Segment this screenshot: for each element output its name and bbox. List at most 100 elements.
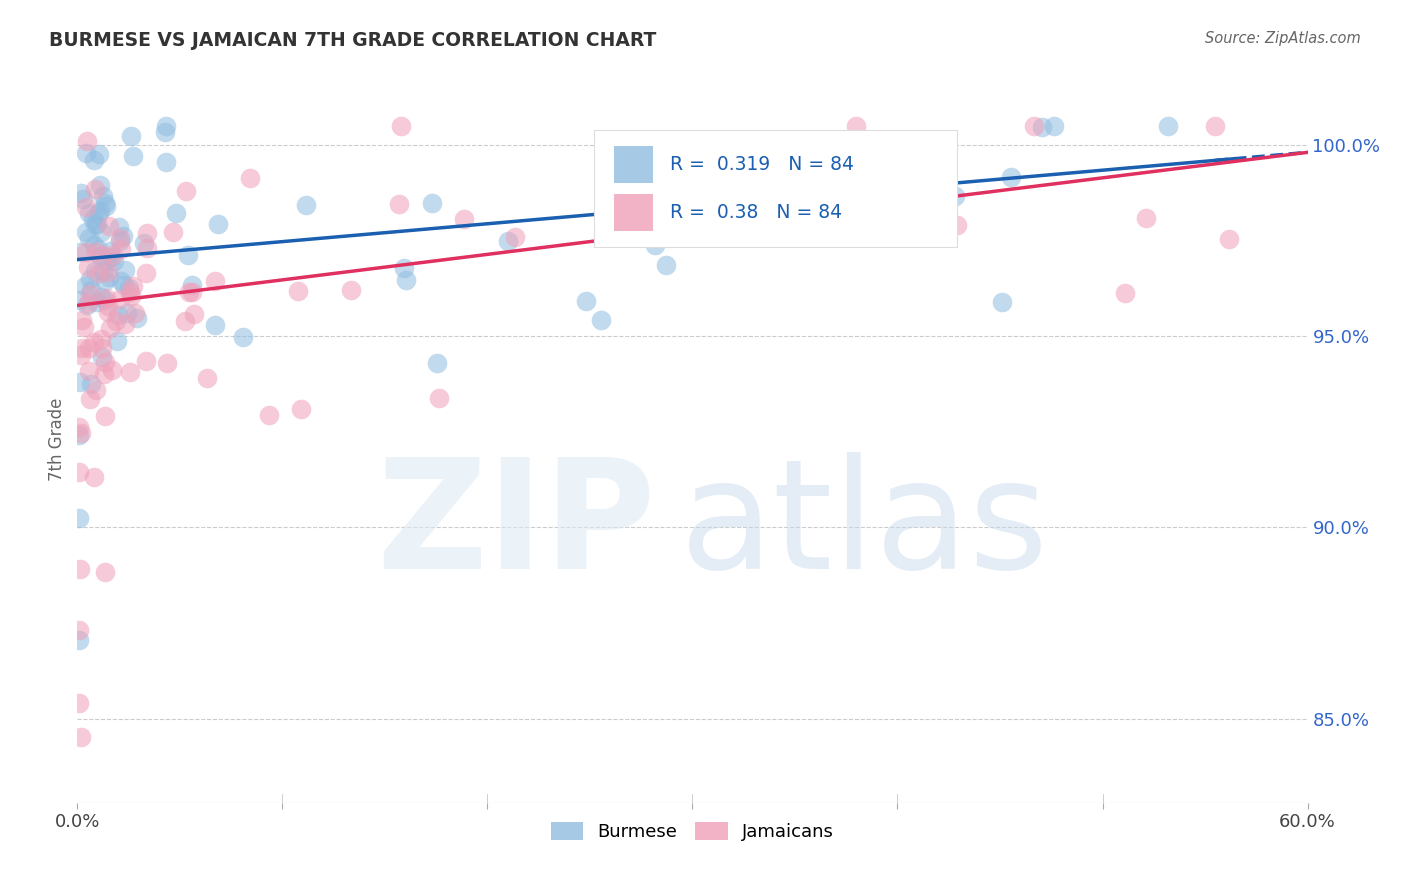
Point <box>1114 286 1136 301</box>
Text: Source: ZipAtlas.com: Source: ZipAtlas.com <box>1205 31 1361 46</box>
Point <box>67 696 90 710</box>
Point <box>75 245 97 260</box>
Point <box>155 155 177 169</box>
Point <box>72 192 94 206</box>
Point <box>77 231 100 245</box>
Point <box>420 195 443 210</box>
Point <box>162 225 184 239</box>
Text: BURMESE VS JAMAICAN 7TH GRADE CORRELATION CHART: BURMESE VS JAMAICAN 7TH GRADE CORRELATIO… <box>49 31 657 50</box>
Point <box>83 218 105 232</box>
Point <box>1156 119 1178 133</box>
Point <box>73 319 96 334</box>
Point <box>110 242 132 256</box>
Text: R =  0.38   N = 84: R = 0.38 N = 84 <box>671 203 842 222</box>
Legend: Burmese, Jamaicans: Burmese, Jamaicans <box>543 814 842 848</box>
Point <box>183 307 205 321</box>
Point <box>174 184 197 198</box>
Point <box>427 391 450 405</box>
Point <box>153 124 176 138</box>
Point <box>104 314 127 328</box>
Point <box>94 354 117 368</box>
Point <box>496 235 519 249</box>
Point <box>86 295 108 310</box>
Point <box>70 186 93 200</box>
Point <box>75 225 97 239</box>
Point <box>121 279 143 293</box>
Point <box>108 220 131 235</box>
Point <box>89 249 111 263</box>
Point <box>453 212 475 227</box>
Point <box>118 365 141 379</box>
Point <box>107 309 129 323</box>
Point <box>290 402 312 417</box>
Point <box>105 334 128 348</box>
Point <box>77 364 100 378</box>
Point <box>426 355 449 369</box>
Point <box>80 377 103 392</box>
Point <box>110 274 132 288</box>
Point <box>77 342 100 356</box>
Point <box>67 420 90 434</box>
Point <box>67 465 90 479</box>
Point <box>97 265 120 279</box>
Point <box>70 312 93 326</box>
Point <box>83 153 105 167</box>
Point <box>257 408 280 422</box>
Point <box>97 269 120 284</box>
Point <box>120 129 142 144</box>
Point <box>100 251 122 265</box>
Text: R =  0.319   N = 84: R = 0.319 N = 84 <box>671 155 855 174</box>
Point <box>67 511 90 525</box>
Point <box>70 341 93 355</box>
Point <box>388 197 411 211</box>
Point <box>135 241 157 255</box>
Point <box>991 295 1014 310</box>
Point <box>945 218 967 232</box>
Point <box>108 235 131 249</box>
Point <box>86 207 108 221</box>
Point <box>294 198 316 212</box>
Point <box>114 263 136 277</box>
Point <box>84 244 107 259</box>
FancyBboxPatch shape <box>595 130 957 247</box>
Point <box>134 235 156 250</box>
Point <box>156 356 179 370</box>
Point <box>287 284 309 298</box>
Point <box>91 350 114 364</box>
Point <box>115 306 138 320</box>
Point <box>75 146 97 161</box>
Point <box>100 363 122 377</box>
Point <box>1204 119 1226 133</box>
Point <box>124 305 146 319</box>
Point <box>737 213 759 227</box>
Point <box>575 293 598 308</box>
Point <box>845 119 868 133</box>
Point <box>177 248 200 262</box>
Point <box>1000 170 1022 185</box>
Point <box>83 334 105 349</box>
Point <box>69 730 91 744</box>
Point <box>1218 232 1240 246</box>
Point <box>165 206 187 220</box>
Point <box>195 371 218 385</box>
Point <box>75 201 97 215</box>
Point <box>69 375 91 389</box>
Point <box>135 226 157 240</box>
Point <box>654 258 676 272</box>
Point <box>94 199 117 213</box>
Point <box>803 201 825 215</box>
Point <box>69 244 91 259</box>
Point <box>79 392 101 407</box>
Point <box>73 278 96 293</box>
Point <box>86 384 108 398</box>
Point <box>83 470 105 484</box>
Point <box>70 426 93 441</box>
Point <box>177 285 200 300</box>
Point <box>122 148 145 162</box>
Point <box>1031 120 1053 135</box>
Point <box>90 332 112 346</box>
Point <box>80 283 103 297</box>
Point <box>155 119 177 133</box>
Point <box>94 565 117 579</box>
Point <box>84 182 107 196</box>
